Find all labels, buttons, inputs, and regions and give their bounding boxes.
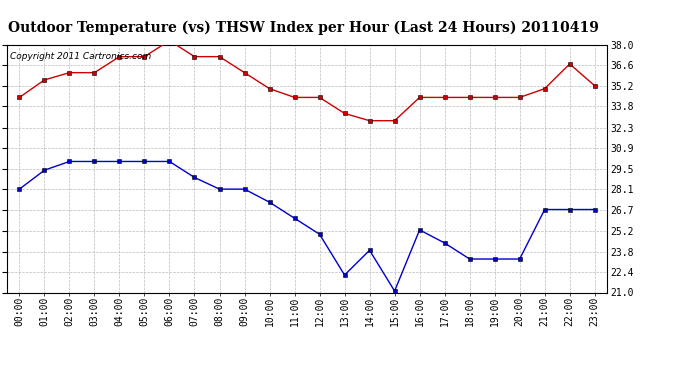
Text: Outdoor Temperature (vs) THSW Index per Hour (Last 24 Hours) 20110419: Outdoor Temperature (vs) THSW Index per … (8, 21, 599, 35)
Text: Copyright 2011 Cartronics.com: Copyright 2011 Cartronics.com (10, 53, 151, 62)
